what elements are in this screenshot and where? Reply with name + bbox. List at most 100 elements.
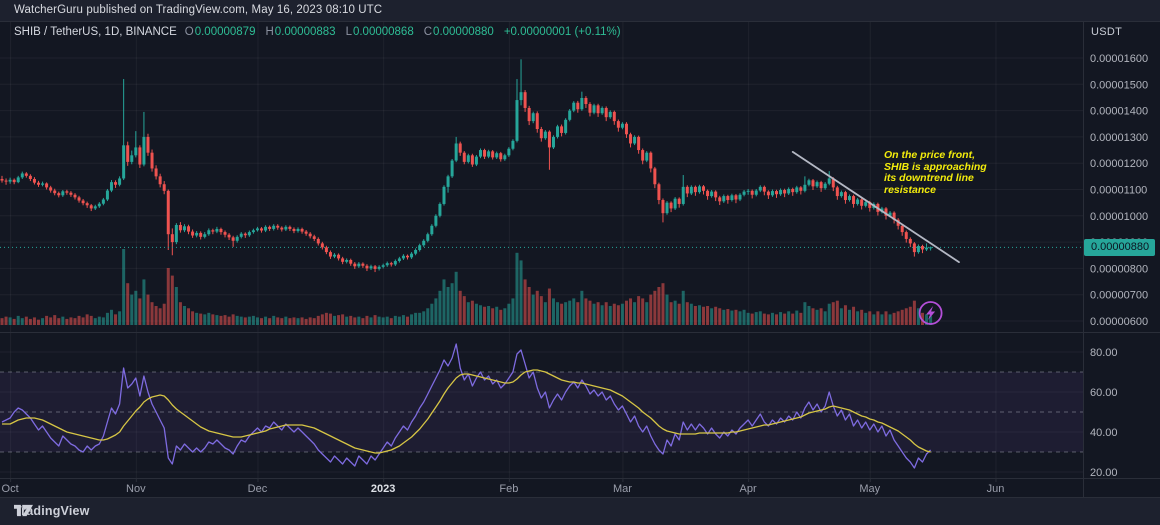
candle-body — [527, 107, 531, 122]
candle-body — [243, 233, 247, 236]
candle-body — [811, 180, 815, 187]
volume-bar — [487, 306, 491, 325]
volume-bar — [807, 306, 811, 325]
price-axis-label[interactable]: 0.00001300 — [1090, 132, 1148, 144]
rsi-axis-label[interactable]: 40.00 — [1090, 427, 1118, 439]
volume-bar — [61, 316, 65, 325]
chart-legend[interactable]: SHIB / TetherUS, 1D, BINANCE O 0.00000879… — [14, 26, 621, 38]
volume-bar — [114, 314, 118, 325]
volume-bar — [446, 287, 450, 325]
candle-body — [766, 191, 770, 196]
candle-body — [722, 196, 726, 202]
candle-body — [454, 143, 458, 161]
candle-body — [807, 180, 811, 185]
candle-body — [649, 152, 653, 169]
time-axis-label[interactable]: Dec — [248, 483, 268, 495]
price-axis-label[interactable]: 0.00000600 — [1090, 316, 1148, 328]
open-label: O — [184, 26, 194, 38]
candle-body — [199, 232, 203, 237]
volume-bar — [284, 316, 288, 325]
volume-bar — [588, 300, 592, 325]
candle-body — [276, 225, 280, 228]
volume-bar — [556, 302, 560, 325]
rsi-axis-label[interactable]: 80.00 — [1090, 347, 1118, 359]
candle-body — [791, 188, 795, 193]
price-axis-label[interactable]: 0.00001500 — [1090, 79, 1148, 91]
rsi-axis-label[interactable]: 20.00 — [1090, 467, 1118, 479]
candle-body — [20, 173, 24, 178]
candle-body — [653, 168, 657, 185]
volume-bar — [93, 318, 97, 325]
time-axis-label[interactable]: Nov — [126, 483, 146, 495]
candle-body — [255, 228, 259, 231]
candle-body — [337, 254, 341, 259]
volume-bar — [795, 310, 799, 325]
volume-bar — [85, 314, 89, 325]
lightning-bolt-icon[interactable] — [926, 306, 936, 320]
candle-body — [900, 225, 904, 233]
candle-body — [191, 231, 195, 236]
symbol-title[interactable]: SHIB / TetherUS, 1D, BINANCE — [14, 26, 177, 38]
price-axis-label[interactable]: 0.00001200 — [1090, 158, 1148, 170]
candle-body — [389, 263, 393, 265]
volume-bar — [860, 309, 864, 325]
time-axis-label[interactable]: Oct — [2, 483, 19, 495]
volume-bar — [312, 318, 316, 325]
volume-bar — [365, 315, 369, 325]
candle-body — [681, 186, 685, 204]
volume-bar — [81, 317, 85, 325]
volume-bar — [576, 302, 580, 325]
volume-bar — [97, 316, 101, 325]
price-axis-label[interactable]: 0.00001000 — [1090, 211, 1148, 223]
volume-bar — [341, 314, 345, 325]
candle-body — [239, 233, 243, 237]
downtrend-line[interactable] — [791, 150, 960, 263]
candle-body — [843, 192, 847, 201]
candle-body — [734, 195, 738, 200]
flash-marker-icon[interactable] — [918, 301, 943, 325]
candle-body — [718, 197, 722, 202]
candle-body — [8, 179, 12, 182]
candle-body — [547, 131, 551, 148]
candle-body — [365, 265, 369, 269]
volume-bar — [105, 312, 109, 325]
time-axis-label[interactable]: Jun — [987, 483, 1005, 495]
volume-bar — [255, 317, 259, 325]
volume-bar — [811, 308, 815, 325]
candle-body — [673, 198, 677, 209]
volume-bar — [345, 316, 349, 325]
footer-bar: TradingView — [0, 497, 1160, 525]
candle-body — [641, 150, 645, 161]
volume-bar — [673, 300, 677, 325]
candle-body — [831, 178, 835, 188]
volume-bar — [900, 309, 904, 325]
price-axis-label[interactable]: 0.00001400 — [1090, 106, 1148, 118]
volume-bar — [300, 317, 304, 325]
candle-body — [637, 136, 641, 151]
rsi-axis-label[interactable]: 60.00 — [1090, 387, 1118, 399]
time-axis-label[interactable]: Mar — [613, 483, 632, 495]
volume-bar — [373, 315, 377, 325]
time-axis-label[interactable]: May — [859, 483, 880, 495]
volume-bar — [109, 309, 113, 325]
price-axis-label[interactable]: 0.00001100 — [1090, 185, 1147, 197]
candle-body — [515, 100, 519, 141]
time-axis-label[interactable]: 2023 — [371, 483, 395, 495]
low-label: L — [345, 26, 352, 38]
price-axis-label[interactable]: 0.00001600 — [1090, 53, 1148, 65]
volume-bar — [53, 315, 57, 325]
candle-body — [373, 266, 377, 269]
volume-bar — [560, 303, 564, 325]
price-axis-label[interactable]: 0.00000800 — [1090, 263, 1148, 275]
volume-bar — [653, 290, 657, 325]
time-axis-label[interactable]: Feb — [499, 483, 518, 495]
time-axis-label[interactable]: Apr — [740, 483, 757, 495]
candle-body — [93, 206, 97, 209]
tradingview-brand[interactable]: TradingView — [14, 504, 90, 518]
volume-bar — [852, 306, 856, 325]
volume-bar — [174, 287, 178, 325]
candle-body — [483, 150, 487, 157]
candle-body — [576, 102, 580, 110]
price-axis-label[interactable]: 0.00000700 — [1090, 290, 1148, 302]
